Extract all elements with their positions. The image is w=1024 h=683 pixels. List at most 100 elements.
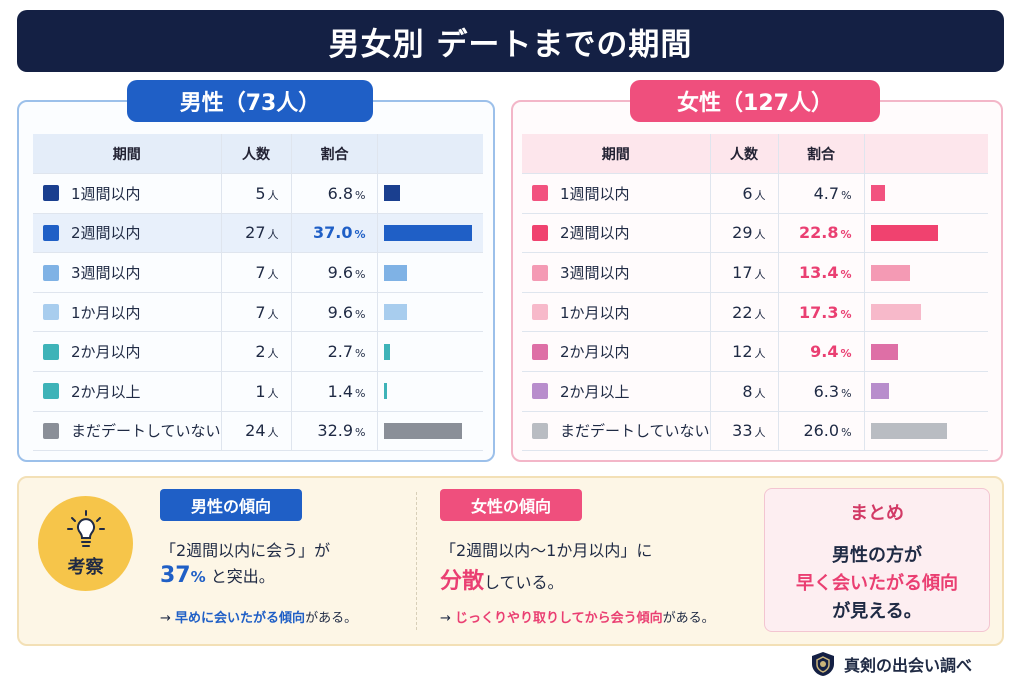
count-cell: 17 人 <box>710 252 779 293</box>
bar-cell <box>377 213 483 254</box>
ratio-cell: 9.4% <box>778 331 865 373</box>
period-label: まだデートしていない <box>71 422 221 441</box>
table-row: 2か月以上 1 人 1.4% <box>33 371 483 412</box>
legend-swatch <box>532 264 548 281</box>
count-cell: 22 人 <box>710 292 779 333</box>
bar-mark <box>384 343 391 360</box>
bar-cell <box>864 292 988 333</box>
shield-logo-icon <box>812 652 834 676</box>
ratio-value: 13.4 <box>799 263 839 283</box>
female-heading: 女性（127人） <box>630 80 880 122</box>
table-row: 1週間以内 5 人 6.8% <box>33 173 483 214</box>
count-cell: 24 人 <box>221 411 292 452</box>
ratio-unit: % <box>354 228 366 242</box>
bar-mark <box>384 224 473 241</box>
ratio-cell: 6.8% <box>291 173 379 214</box>
bar-cell <box>864 411 988 452</box>
bar-mark <box>870 383 889 400</box>
male-heading: 男性（73人） <box>127 80 373 122</box>
ratio-unit: % <box>841 386 852 400</box>
bar-cell <box>864 371 988 412</box>
insight-divider <box>416 492 417 630</box>
bar-mark <box>870 224 938 241</box>
col-header-count: 人数 <box>710 134 779 175</box>
male-trend-line1: 「2週間以内に会う」が <box>160 541 331 560</box>
count-unit: 人 <box>754 228 766 242</box>
period-cell: 2か月以上 <box>33 371 222 412</box>
bar-mark <box>870 185 885 202</box>
count-unit: 人 <box>267 426 279 440</box>
col-header-ratio: 割合 <box>291 134 379 175</box>
ratio-unit: % <box>841 188 852 202</box>
table-row: 3週間以内 7 人 9.6% <box>33 252 483 293</box>
legend-swatch <box>532 343 548 360</box>
ratio-cell: 6.3% <box>778 371 865 412</box>
count-unit: 人 <box>267 386 279 400</box>
col-header-bar <box>864 134 988 175</box>
ratio-unit: % <box>355 386 366 400</box>
female-note-rest: がある。 <box>662 611 715 626</box>
female-trend-note: → じっくりやり取りしてから会う傾向がある。 <box>440 607 715 626</box>
male-trend-unit: % <box>190 568 206 586</box>
ratio-value: 9.6 <box>327 302 354 322</box>
ratio-unit: % <box>355 188 366 202</box>
brand: 真剣の出会い調べ <box>810 651 972 677</box>
table-row: 2か月以内 2 人 2.7% <box>33 331 483 373</box>
period-label: 2か月以上 <box>560 382 630 401</box>
table-row: 2週間以内 29 人 22.8% <box>522 213 988 254</box>
legend-swatch <box>532 422 548 439</box>
brand-name: 真剣の出会い調べ <box>844 656 973 675</box>
period-cell: 1か月以内 <box>522 292 711 333</box>
legend-swatch <box>43 422 59 439</box>
arrow-icon: → <box>160 611 171 626</box>
ratio-value: 37.0 <box>312 223 353 243</box>
bar-mark <box>870 343 898 360</box>
female-trend-tag: 女性の傾向 <box>440 489 582 521</box>
bar-cell <box>377 173 483 214</box>
female-trend-line1: 「2週間以内〜1か月以内」に <box>440 541 653 560</box>
bar-mark <box>870 304 921 321</box>
period-cell: まだデートしていない <box>33 411 222 452</box>
count-unit: 人 <box>754 347 766 361</box>
bar-cell <box>864 173 988 214</box>
period-label: 3週間以内 <box>560 264 630 283</box>
table-row: 1週間以内 6 人 4.7% <box>522 173 988 214</box>
ratio-value: 9.4 <box>810 342 839 362</box>
count-value: 1 <box>255 381 266 401</box>
period-label: 1週間以内 <box>71 184 141 203</box>
period-cell: まだデートしていない <box>522 411 711 452</box>
legend-swatch <box>43 383 59 400</box>
period-cell: 2か月以内 <box>33 331 222 373</box>
legend-swatch <box>532 304 548 321</box>
bar-mark <box>384 383 388 400</box>
ratio-unit: % <box>840 347 852 361</box>
count-cell: 12 人 <box>710 331 779 373</box>
count-unit: 人 <box>754 188 766 202</box>
bar-mark <box>384 304 408 321</box>
legend-swatch <box>43 224 59 241</box>
legend-swatch <box>532 185 548 202</box>
count-cell: 27 人 <box>221 213 292 254</box>
count-unit: 人 <box>754 426 766 440</box>
ratio-unit: % <box>840 268 852 282</box>
period-label: 1か月以内 <box>71 303 141 322</box>
male-note-bold: 早めに会いたがる傾向 <box>175 611 306 626</box>
table-row: 3週間以内 17 人 13.4% <box>522 252 988 293</box>
ratio-unit: % <box>355 426 366 440</box>
ratio-value: 22.8 <box>799 223 839 243</box>
ratio-cell: 13.4% <box>778 252 865 293</box>
legend-swatch <box>43 304 59 321</box>
col-header-count: 人数 <box>221 134 292 175</box>
ratio-unit: % <box>840 307 852 321</box>
ratio-cell: 37.0% <box>291 213 379 254</box>
male-trend-rest: と突出。 <box>210 567 275 586</box>
table-row: 1か月以内 22 人 17.3% <box>522 292 988 333</box>
period-label: 2週間以内 <box>560 224 630 243</box>
ratio-value: 6.3 <box>813 381 840 401</box>
ratio-cell: 9.6% <box>291 292 379 333</box>
count-value: 24 <box>245 421 266 441</box>
period-cell: 2週間以内 <box>522 213 711 254</box>
